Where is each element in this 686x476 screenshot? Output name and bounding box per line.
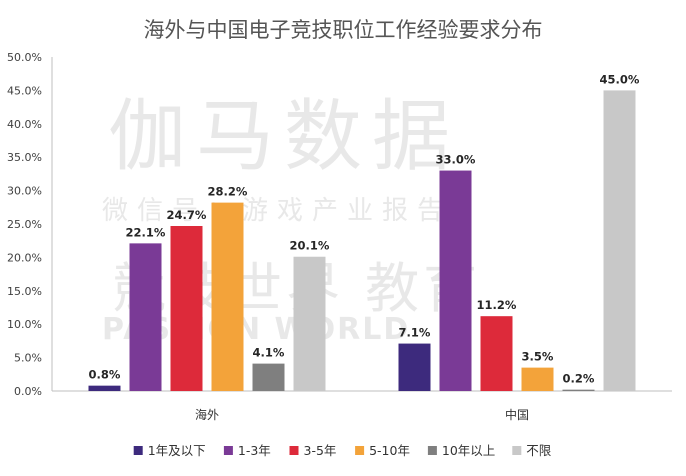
legend-swatch	[512, 446, 522, 455]
data-label: 7.1%	[399, 326, 431, 340]
y-tick-label: 50.0%	[7, 51, 42, 64]
bar	[129, 243, 162, 391]
bar	[521, 367, 554, 391]
bar	[480, 316, 513, 391]
data-label: 20.1%	[290, 239, 330, 253]
bar	[252, 363, 285, 391]
y-tick-label: 20.0%	[7, 251, 42, 264]
bar	[88, 385, 121, 391]
bar	[170, 226, 203, 391]
y-tick-label: 40.0%	[7, 118, 42, 131]
bar	[562, 389, 595, 391]
bar	[439, 170, 472, 391]
y-tick-label: 0.0%	[14, 385, 42, 398]
data-label: 45.0%	[600, 72, 640, 86]
legend-swatch	[133, 446, 143, 455]
data-label: 28.2%	[208, 185, 248, 199]
y-tick-label: 45.0%	[7, 84, 42, 97]
bar	[398, 343, 431, 391]
data-label: 0.2%	[563, 372, 595, 386]
legend-label: 3-5年	[304, 443, 337, 458]
chart-title: 海外与中国电子竞技职位工作经验要求分布	[143, 18, 543, 42]
legend-label: 1年及以下	[148, 443, 206, 458]
x-tick-label: 海外	[195, 407, 219, 422]
y-tick-label: 35.0%	[7, 151, 42, 164]
legend-label: 10年以上	[442, 443, 495, 458]
legend-label: 不限	[526, 443, 552, 458]
legend-label: 5-10年	[369, 443, 410, 458]
data-label: 22.1%	[126, 225, 166, 239]
y-tick-label: 5.0%	[14, 352, 42, 365]
legend-swatch	[355, 446, 365, 455]
y-tick-label: 30.0%	[7, 185, 42, 198]
legend-label: 1-3年	[238, 443, 271, 458]
bar	[211, 202, 244, 391]
data-label: 11.2%	[477, 298, 517, 312]
data-label: 0.8%	[89, 368, 121, 382]
data-label: 4.1%	[253, 346, 285, 360]
data-label: 33.0%	[436, 153, 476, 167]
y-tick-label: 15.0%	[7, 285, 42, 298]
legend-swatch	[289, 446, 299, 455]
x-tick-label: 中国	[505, 407, 529, 422]
data-label: 3.5%	[522, 350, 554, 364]
y-tick-label: 10.0%	[7, 318, 42, 331]
y-tick-label: 25.0%	[7, 218, 42, 231]
bar	[293, 256, 326, 391]
legend-swatch	[427, 446, 437, 455]
data-label: 24.7%	[167, 208, 207, 222]
legend-swatch	[223, 446, 233, 455]
bar	[603, 90, 636, 392]
